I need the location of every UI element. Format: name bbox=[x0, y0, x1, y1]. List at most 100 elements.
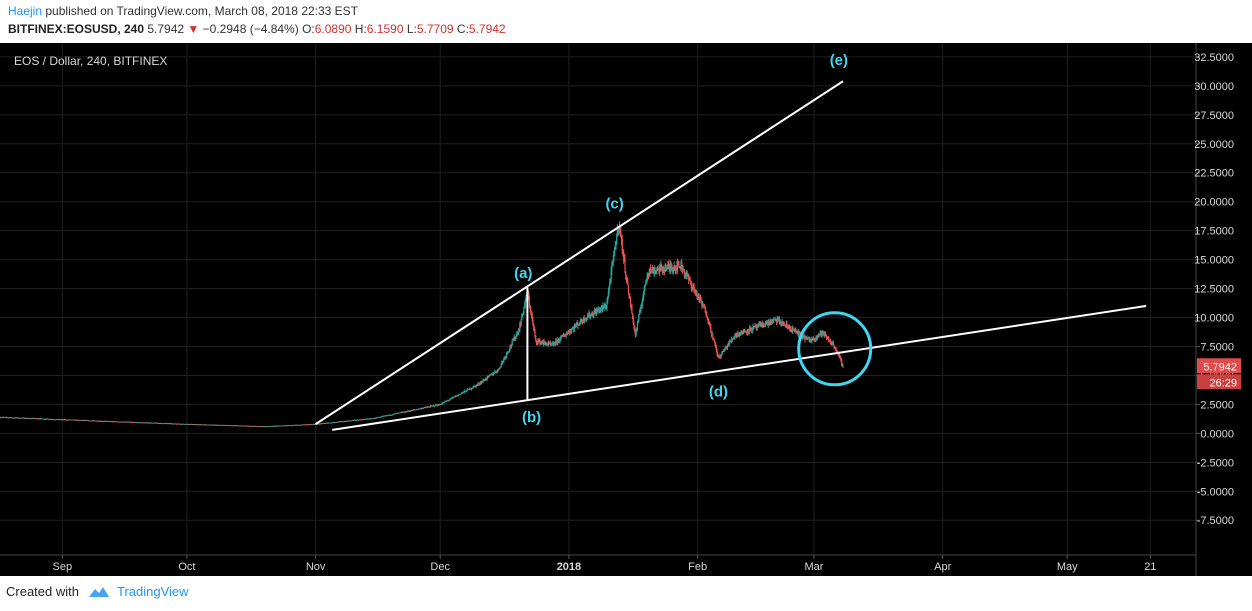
tradingview-link[interactable]: TradingView bbox=[116, 584, 189, 599]
candle-body bbox=[311, 424, 313, 426]
candle-body bbox=[461, 392, 463, 394]
candle-body bbox=[120, 421, 122, 423]
candle-body bbox=[389, 415, 391, 416]
candle-body bbox=[744, 331, 746, 333]
candle-body bbox=[543, 341, 545, 343]
candle-body bbox=[646, 276, 648, 280]
candle-body bbox=[539, 342, 542, 344]
candle-body bbox=[571, 329, 573, 332]
candle-body bbox=[45, 419, 47, 420]
candle-body bbox=[452, 397, 454, 399]
candle-body bbox=[32, 418, 34, 419]
candle-body bbox=[72, 419, 74, 421]
symbol: BITFINEX:EOSUSD, 240 bbox=[8, 22, 145, 36]
candle-body bbox=[818, 334, 821, 336]
high-value: 6.1590 bbox=[366, 22, 404, 36]
candle-body bbox=[208, 424, 210, 426]
candle-body bbox=[726, 345, 729, 349]
candle-body bbox=[430, 405, 432, 407]
candle-body bbox=[620, 236, 623, 240]
candle-body bbox=[263, 426, 265, 428]
candle-body bbox=[232, 425, 234, 427]
candle-body bbox=[481, 381, 484, 383]
candle-body bbox=[308, 424, 310, 426]
candle-body bbox=[51, 419, 53, 421]
candle-body bbox=[293, 424, 295, 426]
candle-body bbox=[815, 337, 817, 339]
candle-body bbox=[414, 409, 416, 411]
candle-body bbox=[609, 280, 612, 283]
candle-body bbox=[191, 424, 194, 426]
candle-body bbox=[119, 421, 121, 423]
candle-body bbox=[114, 421, 117, 423]
candle-body bbox=[261, 426, 263, 427]
candle-body bbox=[479, 384, 481, 385]
candle-body bbox=[161, 423, 163, 424]
candle-body bbox=[78, 419, 80, 421]
candle-body bbox=[457, 394, 459, 396]
candle-body bbox=[449, 399, 451, 401]
candle-body bbox=[598, 309, 600, 312]
candle-body bbox=[703, 305, 706, 308]
candle-body bbox=[222, 425, 224, 426]
candle-body bbox=[141, 422, 143, 424]
candle-body bbox=[318, 423, 320, 425]
candle-body bbox=[358, 419, 360, 421]
created-with-text: Created with bbox=[6, 584, 79, 599]
candle-body bbox=[238, 425, 240, 427]
candle-body bbox=[456, 395, 458, 397]
candle-body bbox=[823, 333, 825, 336]
candle-body bbox=[416, 409, 418, 411]
candle-body bbox=[56, 419, 58, 420]
candle-body bbox=[81, 420, 83, 421]
candle-body bbox=[17, 417, 19, 419]
candle-body bbox=[346, 420, 349, 422]
candle-body bbox=[270, 426, 272, 428]
candle-body bbox=[70, 419, 72, 421]
candle-body bbox=[254, 425, 256, 427]
candle-body bbox=[628, 293, 630, 297]
candle-body bbox=[566, 332, 569, 334]
price-tags: 5.7942 26:29 bbox=[1197, 358, 1241, 390]
candle-body bbox=[252, 426, 254, 427]
candle-body bbox=[503, 358, 505, 362]
candle-body bbox=[418, 408, 421, 410]
candle-body bbox=[442, 402, 444, 404]
candle-body bbox=[594, 311, 596, 312]
candle-body bbox=[528, 299, 531, 306]
candle-body bbox=[405, 411, 407, 413]
candle-body bbox=[134, 422, 136, 423]
candle-body bbox=[168, 423, 171, 425]
candle-body bbox=[776, 319, 778, 322]
candle-body bbox=[554, 344, 556, 345]
candle-body bbox=[45, 418, 47, 420]
candle-body bbox=[368, 418, 370, 420]
candle-body bbox=[820, 331, 823, 335]
candle-body bbox=[831, 343, 833, 345]
candle-body bbox=[108, 421, 110, 422]
price-chart[interactable]: (a) (b) (c) (d) (e) 32.5000 30.0000 27.5000 25.… bbox=[0, 43, 1252, 576]
candle-body bbox=[223, 425, 225, 426]
candle-body bbox=[648, 272, 650, 274]
candle-body bbox=[557, 340, 559, 343]
candle-body bbox=[835, 349, 837, 351]
time-axis[interactable]: Sep Oct Nov Dec 2018 Feb Mar Apr May 21 bbox=[53, 555, 1157, 573]
candle-body bbox=[583, 317, 585, 321]
candle-body bbox=[375, 417, 378, 419]
candle-body bbox=[454, 395, 457, 398]
candle-body bbox=[832, 342, 834, 345]
candle-body bbox=[627, 281, 629, 285]
candle-body bbox=[57, 419, 59, 421]
candle-body bbox=[771, 321, 773, 324]
candle-body bbox=[189, 424, 191, 425]
candle-body bbox=[425, 407, 427, 409]
author-name[interactable]: Haejin bbox=[8, 4, 43, 18]
candle-body bbox=[171, 423, 173, 425]
candle-body bbox=[612, 259, 614, 263]
candle-body bbox=[647, 273, 650, 275]
candle-body bbox=[773, 318, 776, 320]
candle-body bbox=[260, 426, 262, 428]
candle-body bbox=[286, 425, 288, 427]
candle-body bbox=[94, 420, 96, 422]
candle-body bbox=[700, 299, 702, 303]
